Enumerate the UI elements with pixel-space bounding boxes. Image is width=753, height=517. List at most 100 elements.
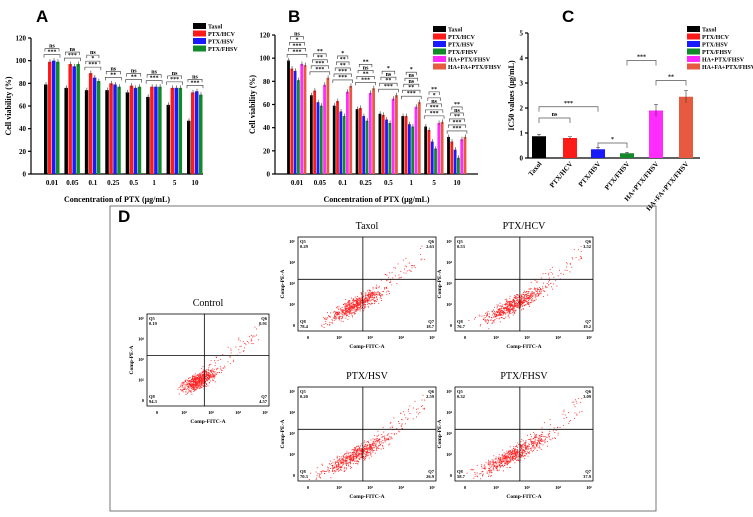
- event-dot: [542, 289, 544, 291]
- event-dot: [486, 471, 488, 473]
- event-dot: [503, 456, 505, 458]
- event-dot: [493, 455, 495, 457]
- event-dot: [322, 464, 324, 466]
- event-dot: [364, 453, 366, 455]
- event-dot: [196, 385, 198, 387]
- event-dot: [346, 310, 348, 312]
- quadrant-value-q7: 4.57: [259, 399, 268, 404]
- significance-bracket: [125, 79, 143, 83]
- y-tick-label: 0: [520, 155, 524, 163]
- y-tick-label: 0: [267, 171, 271, 179]
- event-dot: [484, 467, 486, 469]
- event-dot: [527, 439, 529, 441]
- legend-label: HA+FA+PTX/FHSV: [702, 65, 753, 71]
- event-dot: [325, 321, 327, 323]
- event-dot: [212, 380, 214, 382]
- event-dot: [385, 273, 387, 275]
- bar: [395, 95, 398, 174]
- event-dot: [364, 444, 366, 446]
- significance-bracket: [451, 106, 463, 110]
- event-dot: [514, 303, 516, 305]
- event-dot: [554, 432, 556, 433]
- significance-label: ns: [70, 47, 76, 53]
- significance-label: **: [454, 114, 460, 120]
- event-dot: [522, 297, 524, 299]
- event-dot: [497, 462, 499, 464]
- event-dot: [377, 438, 378, 440]
- event-dot: [192, 385, 194, 387]
- event-dot: [544, 442, 546, 444]
- event-dot: [355, 452, 357, 454]
- event-dot: [199, 382, 201, 384]
- event-dot: [356, 298, 358, 300]
- event-dot: [193, 374, 195, 376]
- x-tick-label: 10⁵: [262, 410, 269, 415]
- event-dot: [177, 388, 179, 390]
- quadrant-value-q8: 78.4: [300, 324, 309, 329]
- bar: [411, 126, 415, 174]
- event-dot: [529, 451, 530, 453]
- event-dot: [207, 379, 209, 381]
- error-bar: [654, 103, 658, 117]
- event-dot: [507, 306, 509, 308]
- event-dot: [348, 309, 350, 311]
- event-dot: [214, 371, 216, 373]
- event-dot: [422, 405, 424, 407]
- event-dot: [215, 356, 217, 358]
- event-dot: [368, 294, 369, 295]
- significance-bracket: [402, 89, 421, 94]
- significance-label: *: [611, 137, 614, 143]
- event-dot: [359, 301, 361, 303]
- event-dot: [508, 453, 510, 455]
- event-dot: [357, 463, 359, 465]
- event-dot: [527, 303, 529, 305]
- event-dot: [529, 288, 531, 290]
- y-tick-label: 4: [520, 55, 524, 63]
- event-dot: [379, 297, 381, 299]
- event-dot: [508, 303, 510, 305]
- event-dot: [355, 311, 357, 312]
- event-dot: [369, 296, 370, 298]
- event-dot: [369, 445, 371, 447]
- event-dot: [193, 381, 195, 382]
- event-dot: [343, 310, 345, 311]
- event-dot: [188, 380, 190, 382]
- event-dot: [512, 307, 514, 309]
- event-dot: [195, 373, 196, 375]
- event-dot: [488, 468, 490, 470]
- y-tick-label: 10²: [446, 452, 453, 457]
- event-dot: [193, 387, 195, 389]
- event-dot: [580, 245, 582, 247]
- event-dot: [353, 304, 355, 306]
- event-dot: [352, 457, 354, 459]
- y-tick-label: 0: [142, 398, 145, 403]
- event-dot: [498, 312, 500, 314]
- event-dot: [211, 371, 212, 373]
- event-dot: [252, 335, 254, 337]
- event-dot: [329, 322, 331, 323]
- event-dot: [329, 460, 331, 462]
- event-dot: [378, 294, 380, 296]
- event-dot: [349, 304, 351, 306]
- event-dot: [238, 337, 240, 339]
- event-dot: [199, 380, 201, 382]
- bar: [563, 138, 577, 158]
- event-dot: [194, 389, 196, 391]
- event-dot: [374, 444, 376, 446]
- significance-bracket: [290, 36, 304, 40]
- event-dot: [339, 311, 341, 313]
- event-dot: [369, 299, 371, 301]
- event-dot: [507, 310, 509, 312]
- event-dot: [217, 367, 219, 369]
- event-dot: [535, 435, 537, 437]
- event-dot: [349, 308, 351, 310]
- event-dot: [521, 297, 523, 299]
- event-dot: [338, 316, 340, 318]
- event-dot: [560, 273, 562, 274]
- event-dot: [220, 358, 222, 360]
- event-dot: [498, 318, 500, 320]
- event-dot: [498, 308, 500, 310]
- event-dot: [491, 461, 493, 463]
- event-dot: [372, 287, 374, 288]
- event-dot: [332, 461, 334, 463]
